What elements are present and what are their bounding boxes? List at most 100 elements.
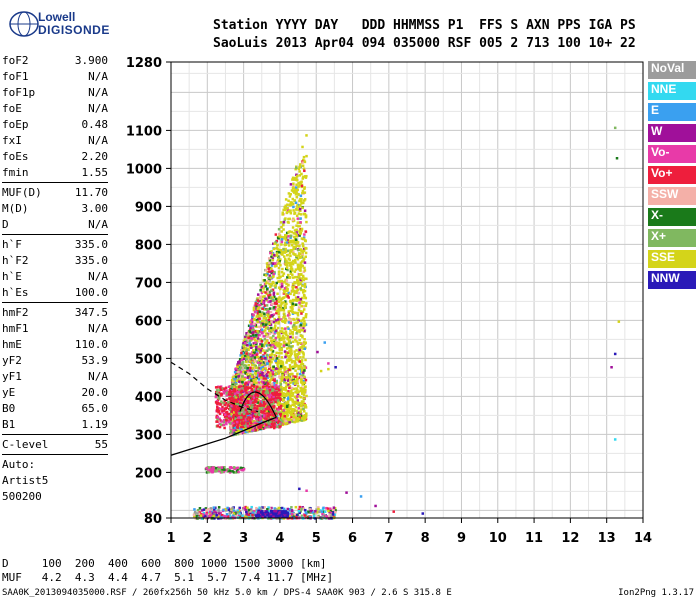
- echo-point: [252, 366, 256, 370]
- echo-point: [284, 217, 287, 220]
- echo-point: [277, 304, 280, 307]
- echo-point: [248, 328, 252, 332]
- echo-point: [272, 242, 275, 245]
- echo-point: [266, 264, 269, 268]
- echo-point: [252, 401, 255, 404]
- echo-point: [295, 513, 299, 517]
- echo-point: [290, 413, 293, 417]
- echo-point: [297, 283, 300, 287]
- echo-point: [257, 331, 260, 335]
- echo-point: [266, 391, 270, 395]
- echo-point: [271, 411, 274, 414]
- echo-point: [264, 369, 268, 372]
- echo-point: [241, 351, 245, 355]
- echo-point: [266, 313, 269, 317]
- echo-point: [290, 267, 294, 271]
- echo-point: [257, 402, 261, 405]
- echo-point: [277, 387, 280, 391]
- echo-point: [274, 414, 278, 417]
- echo-point: [284, 411, 288, 415]
- echo-point: [261, 365, 264, 368]
- echo-point: [298, 165, 302, 169]
- echo-point: [285, 241, 289, 244]
- echo-point: [260, 340, 264, 343]
- echo-point: [246, 405, 249, 408]
- echo-point: [265, 370, 268, 374]
- echo-point: [286, 337, 289, 340]
- echo-point: [281, 417, 284, 420]
- echo-point: [242, 412, 246, 415]
- echo-point: [301, 206, 304, 210]
- echo-point: [238, 424, 242, 428]
- echo-point: [258, 400, 261, 404]
- echo-point: [220, 420, 224, 423]
- echo-point: [287, 411, 290, 414]
- echo-point: [274, 510, 278, 513]
- echo-point: [274, 412, 278, 415]
- echo-point: [263, 422, 267, 426]
- echo-point: [196, 512, 199, 515]
- echo-point: [302, 259, 305, 262]
- echo-point: [244, 339, 248, 343]
- echo-point: [252, 383, 256, 387]
- echo-point: [264, 393, 267, 396]
- echo-point: [240, 355, 244, 359]
- echo-point: [277, 300, 281, 303]
- echo-point: [290, 358, 293, 362]
- echo-point: [204, 514, 207, 518]
- echo-point: [302, 308, 306, 311]
- echo-point: [260, 328, 264, 331]
- echo-point: [221, 405, 224, 409]
- echo-point: [323, 341, 326, 344]
- echo-point: [216, 415, 220, 419]
- echo-point: [298, 376, 301, 379]
- echo-point: [613, 126, 617, 130]
- echo-point: [275, 361, 278, 364]
- echo-point: [287, 192, 291, 195]
- echo-point: [305, 511, 308, 515]
- echo-point: [300, 198, 303, 201]
- echo-point: [218, 422, 221, 426]
- echo-point: [298, 403, 302, 407]
- echo-point: [240, 351, 243, 355]
- echo-point: [300, 367, 304, 370]
- echo-point: [255, 325, 258, 328]
- echo-point: [292, 408, 295, 411]
- echo-point: [208, 514, 211, 518]
- echo-point: [291, 226, 295, 229]
- echo-point: [239, 366, 243, 369]
- echo-point: [305, 134, 308, 137]
- echo-point: [275, 254, 279, 257]
- echo-point: [260, 376, 263, 379]
- echo-point: [310, 509, 314, 513]
- echo-point: [299, 346, 302, 349]
- echo-point: [285, 372, 288, 376]
- echo-point: [292, 232, 296, 235]
- echo-point: [231, 393, 234, 397]
- echo-point: [272, 406, 275, 409]
- echo-point: [236, 400, 239, 403]
- echo-point: [207, 508, 210, 511]
- echo-point: [286, 354, 289, 357]
- echo-point: [282, 250, 285, 254]
- echo-point: [236, 394, 239, 397]
- echo-point: [268, 348, 271, 351]
- echo-point: [234, 467, 238, 471]
- echo-point: [223, 399, 226, 403]
- echo-point: [256, 514, 260, 517]
- echo-point: [282, 301, 286, 304]
- echo-point: [325, 515, 328, 519]
- echo-point: [265, 333, 269, 336]
- echo-point: [280, 408, 284, 412]
- echo-point: [250, 331, 254, 335]
- echo-point: [248, 345, 252, 349]
- echo-point: [292, 191, 296, 194]
- echo-point: [301, 388, 304, 391]
- echo-point: [225, 398, 229, 401]
- echo-point: [265, 319, 268, 322]
- echo-point: [248, 510, 252, 513]
- echo-point: [281, 394, 285, 397]
- echo-point: [235, 382, 238, 386]
- echo-point: [289, 516, 293, 519]
- echo-point: [249, 320, 252, 324]
